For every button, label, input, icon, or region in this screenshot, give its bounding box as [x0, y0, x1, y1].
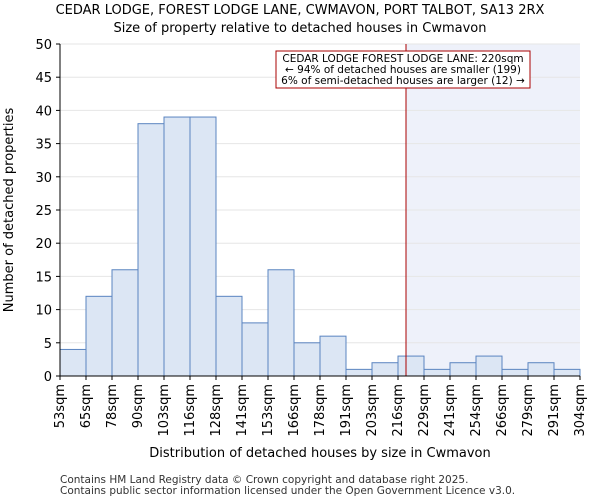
y-tick-label: 35 — [35, 138, 52, 153]
annotation-line: CEDAR LODGE FOREST LODGE LANE: 220sqm — [282, 53, 523, 65]
x-tick-label: 53sqm — [53, 384, 68, 428]
bar — [527, 362, 555, 377]
y-tick-label: 20 — [35, 237, 52, 252]
annotation-box — [275, 50, 531, 89]
bar — [397, 355, 425, 377]
x-tick-label: 291sqm — [547, 384, 562, 437]
y-tick-label: 45 — [35, 71, 52, 86]
footer-line-2: Contains public sector information licen… — [60, 485, 515, 497]
x-tick-label: 266sqm — [495, 384, 510, 437]
bar — [319, 335, 347, 377]
x-tick-label: 191sqm — [339, 384, 354, 437]
y-tick-label: 30 — [35, 171, 52, 186]
bar — [241, 322, 269, 377]
bar — [553, 368, 581, 377]
y-tick-label: 10 — [35, 304, 52, 319]
chart-title: CEDAR LODGE, FOREST LODGE LANE, CWMAVON,… — [56, 3, 545, 18]
bar — [267, 269, 295, 377]
x-tick-label: 65sqm — [79, 384, 94, 428]
annotation-line: ← 94% of detached houses are smaller (19… — [285, 64, 521, 76]
x-tick-label: 254sqm — [469, 384, 484, 437]
x-tick-label: 216sqm — [391, 384, 406, 437]
bar — [501, 368, 529, 377]
annotation-line: 6% of semi-detached houses are larger (1… — [281, 75, 525, 87]
chart-subtitle: Size of property relative to detached ho… — [113, 21, 486, 36]
bar — [423, 368, 451, 377]
y-axis-label: Number of detached properties — [2, 108, 17, 313]
x-tick-label: 116sqm — [183, 384, 198, 437]
y-tick-label: 40 — [35, 104, 52, 119]
x-tick-label: 90sqm — [131, 384, 146, 428]
bar — [371, 362, 399, 377]
x-tick-label: 141sqm — [235, 384, 250, 437]
x-axis-label: Distribution of detached houses by size … — [149, 446, 490, 461]
y-tick-label: 15 — [35, 270, 52, 285]
bar — [163, 116, 191, 377]
x-tick-label: 178sqm — [313, 384, 328, 437]
x-tick-label: 128sqm — [209, 384, 224, 437]
x-tick-label: 279sqm — [521, 384, 536, 437]
bar — [475, 355, 503, 377]
bar — [449, 362, 477, 377]
x-tick-label: 203sqm — [365, 384, 380, 437]
bar — [189, 116, 217, 377]
x-tick-label: 304sqm — [573, 384, 588, 437]
bar — [137, 123, 165, 377]
x-tick-label: 103sqm — [157, 384, 172, 437]
x-tick-label: 78sqm — [105, 384, 120, 428]
footer-line-1: Contains HM Land Registry data © Crown c… — [60, 474, 468, 486]
x-tick-label: 229sqm — [417, 384, 432, 437]
bar — [85, 295, 113, 377]
bar — [111, 269, 139, 377]
x-tick-label: 153sqm — [261, 384, 276, 437]
y-tick-label: 25 — [35, 204, 52, 219]
bar — [293, 342, 321, 377]
x-tick-label: 166sqm — [287, 384, 302, 437]
y-tick-label: 5 — [44, 337, 52, 352]
y-tick-label: 0 — [44, 370, 52, 385]
x-tick-label: 241sqm — [443, 384, 458, 437]
bar — [345, 368, 373, 377]
bar — [59, 348, 87, 377]
y-tick-label: 50 — [35, 38, 52, 53]
bar — [215, 295, 243, 377]
